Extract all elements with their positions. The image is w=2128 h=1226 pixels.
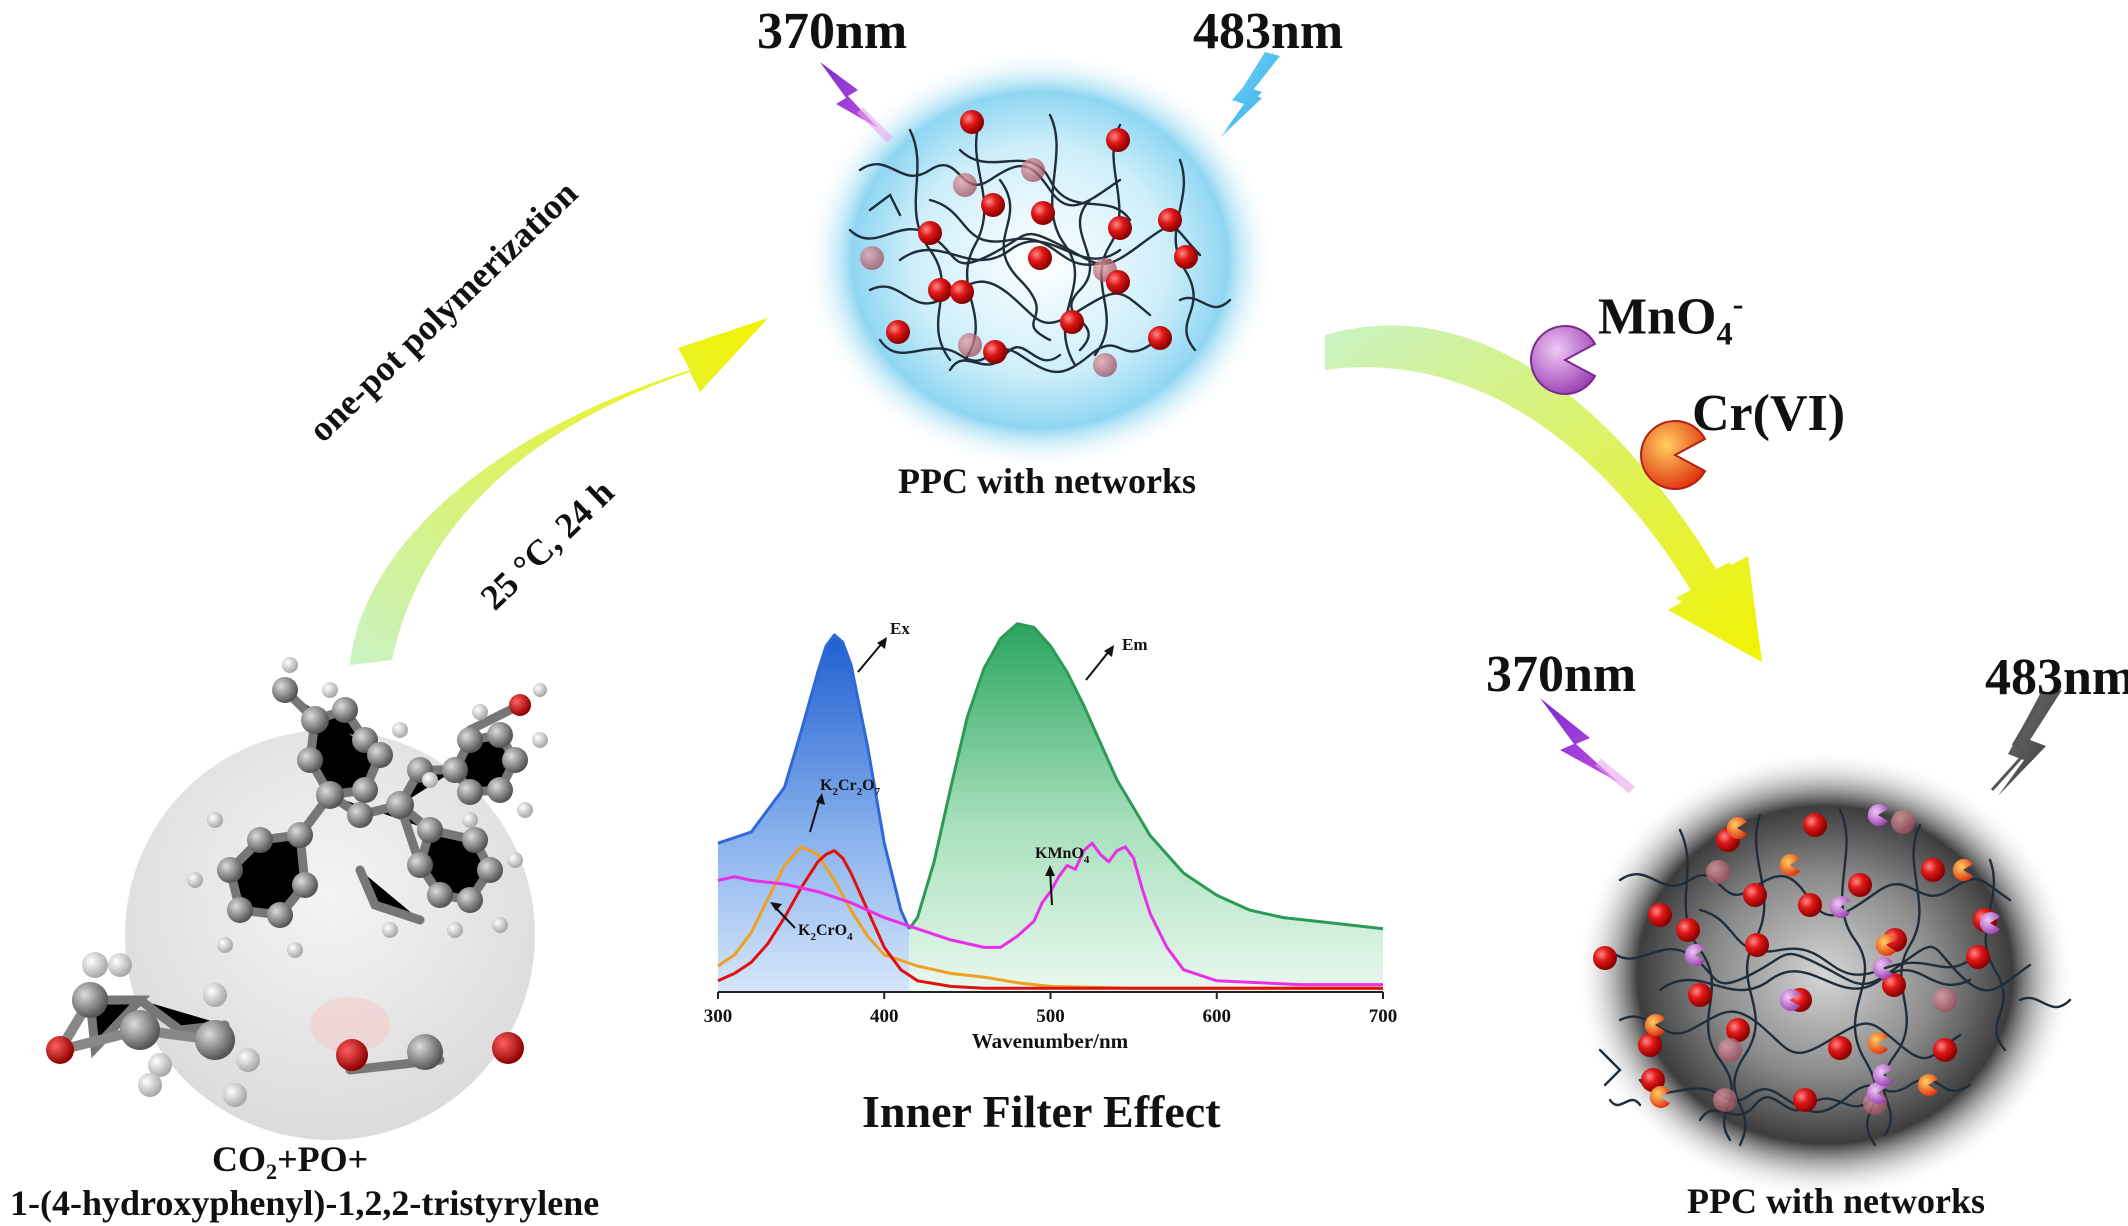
- top-excitation-label: 370nm: [757, 3, 908, 60]
- x-tick-label-400: 400: [870, 1006, 899, 1027]
- reagents-line2: 1-(4-hydroxyphenyl)-1,2,2-tristyrylene: [10, 1183, 600, 1223]
- molecule-atoms: [46, 657, 548, 1107]
- svg-text:Ex: Ex: [890, 619, 910, 638]
- chart-series: [717, 622, 1384, 990]
- ppc-network-quenched: [1575, 750, 2075, 1200]
- bottom-caption: PPC with networks: [1687, 1181, 1985, 1221]
- x-axis-label: Wavenumber/nm: [972, 1029, 1129, 1053]
- top-emission-label: 483nm: [1193, 3, 1344, 60]
- top-caption: PPC with networks: [898, 461, 1196, 501]
- cr-label: Cr(VI): [1692, 385, 1846, 442]
- bottom-excitation-label: 370nm: [1486, 646, 1637, 703]
- x-tick-label-700: 700: [1369, 1006, 1398, 1027]
- series-fill-em: [909, 623, 1383, 992]
- chromium-icon: [1640, 420, 1707, 490]
- series-line-k2cro4: [717, 849, 1383, 990]
- chart-arrowheads: [770, 637, 1114, 911]
- em-label: Em: [1122, 635, 1148, 654]
- arrow-quenching: [1325, 325, 1762, 662]
- mno4-label: MnO4-: [1598, 286, 1744, 352]
- excitation-bolt-icon: [820, 62, 893, 143]
- emission-bolt-icon: [1220, 50, 1280, 138]
- excitation-bolt-icon-2: [1540, 698, 1635, 794]
- bottom-emission-label: 483nm: [1985, 649, 2128, 706]
- x-ticks: 300 400 500 600 700: [704, 992, 1398, 1027]
- arrow-polymerization: [350, 318, 768, 665]
- kmno4-label: KMnO4: [1035, 845, 1090, 866]
- k2cr2o7-label: K2Cr2O7: [820, 777, 881, 798]
- x-tick-label-500: 500: [1036, 1006, 1065, 1027]
- monomer-molecule: [46, 657, 548, 1140]
- svg-text:Em: Em: [1122, 635, 1148, 654]
- ex-label: Ex: [890, 619, 910, 638]
- reagents-line1: CO2+PO+: [212, 1139, 369, 1185]
- x-tick-label-300: 300: [704, 1006, 733, 1027]
- series-line-em: [907, 622, 1384, 931]
- inner-filter-effect-title: Inner Filter Effect: [862, 1086, 1221, 1137]
- quencher-markers: [1644, 804, 2000, 1108]
- ife-spectra-chart: 300 400 500 600 700 Ex Em K2Cr2O7 K2CrO4 KMn…: [704, 619, 1398, 1053]
- quenched-emission-bolt-icon: [1990, 690, 2062, 796]
- ppc-network-fluorescent: [805, 50, 1275, 470]
- chart-series-labels: Ex Em K2Cr2O7 K2CrO4 KMnO4 Wavenumber/nm: [798, 619, 1148, 1053]
- k2cro4-arrow: [773, 905, 796, 929]
- permanganate-icon: [1530, 325, 1597, 395]
- k2cro4-label: K2CrO4: [798, 922, 853, 943]
- ex-arrow: [857, 641, 884, 673]
- x-tick-label-600: 600: [1203, 1006, 1232, 1027]
- series-line-ex: [717, 633, 911, 930]
- em-arrow: [1085, 649, 1111, 681]
- k2cr2o7-arrow: [809, 797, 821, 833]
- series-line-kmno4: [717, 841, 1383, 987]
